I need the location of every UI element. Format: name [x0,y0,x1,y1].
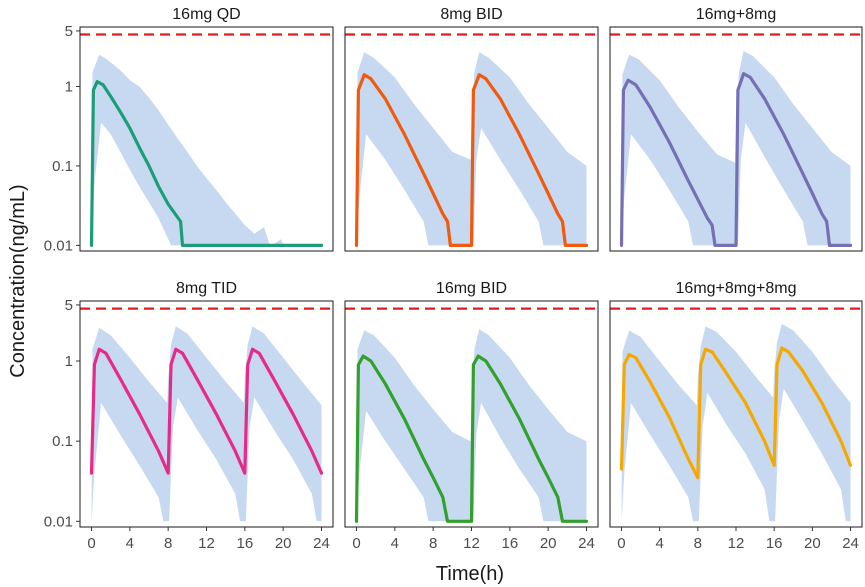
y-tick-label: 1 [65,78,73,95]
median-concentration-line [619,346,853,480]
panel-title: 8mg TID [176,280,237,297]
median-concentration-line [354,354,589,523]
y-axis-title: Concentration(ng/mL) [7,184,29,377]
median-concentration-line [89,79,324,247]
prediction-interval-band [621,323,851,522]
panel-frame [79,26,334,252]
y-tick-label: 0.01 [44,237,73,254]
x-tick-label: 4 [391,535,399,552]
median-concentration-line [89,347,324,475]
y-tick-label: 5 [65,297,73,314]
x-tick-label: 20 [540,535,557,552]
median-concentration-line [354,73,589,247]
x-tick-label: 0 [617,535,625,552]
x-tick-label: 8 [694,535,702,552]
panel-3: 16mg+8mg [609,6,863,252]
panel-title: 16mg BID [436,280,507,297]
x-tick-label: 4 [655,535,663,552]
x-tick-label: 0 [352,535,360,552]
x-tick-label: 16 [501,535,518,552]
prediction-interval-band [91,326,322,522]
panel-title: 8mg BID [440,6,502,23]
panel-4: 8mg TID 0.01 0.1 1 5 0 4 8 12 16 20 24 [44,280,334,552]
median-concentration-line [619,71,853,247]
x-tick-label: 24 [842,535,859,552]
x-tick-label: 24 [313,535,330,552]
y-tick-label: 0.01 [44,513,73,530]
facet-panels: 16mg QD 0.01 0.1 1 5 8mg BID 16mg+8mg 8mg TID 0.… [44,6,863,552]
panel-2: 8mg BID [344,6,599,252]
panel-title: 16mg QD [172,6,240,23]
y-tick-label: 0.1 [52,433,73,450]
x-axis-title: Time(h) [436,563,504,585]
y-tick-label: 0.1 [52,158,73,175]
x-tick-label: 4 [126,535,134,552]
panel-frame [609,26,863,252]
x-tick-label: 12 [198,535,215,552]
panel-frame [344,26,599,252]
x-tick-label: 12 [728,535,745,552]
prediction-interval-band [91,54,322,246]
x-tick-label: 0 [87,535,95,552]
x-tick-label: 8 [429,535,437,552]
x-tick-label: 16 [236,535,253,552]
panel-5: 16mg BID 0 4 8 12 16 20 24 [344,280,599,552]
panel-title: 16mg+8mg+8mg [676,280,797,297]
x-tick-label: 20 [804,535,821,552]
x-tick-label: 20 [275,535,292,552]
x-tick-label: 12 [463,535,480,552]
x-tick-label: 8 [164,535,172,552]
x-tick-label: 24 [578,535,595,552]
y-tick-label: 1 [65,353,73,370]
x-tick-label: 16 [766,535,783,552]
y-tick-label: 5 [65,23,73,40]
panel-1: 16mg QD 0.01 0.1 1 5 [44,6,334,254]
panel-6: 16mg+8mg+8mg 0 4 8 12 16 20 24 [609,280,863,552]
panel-title: 16mg+8mg [696,6,777,23]
